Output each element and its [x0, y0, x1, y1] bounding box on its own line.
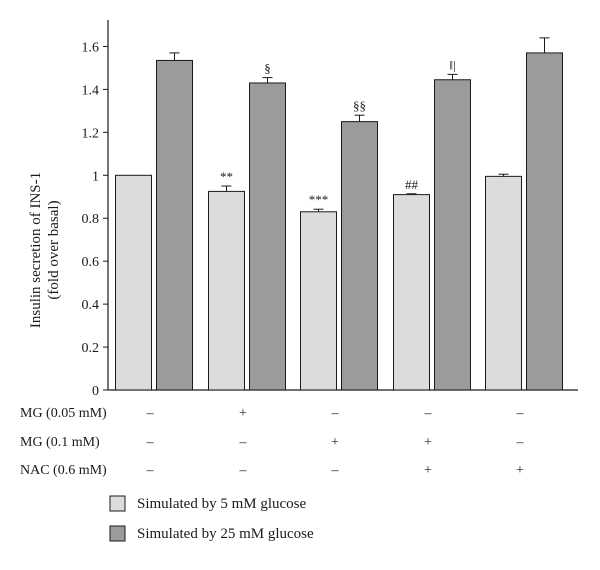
legend-label: Simulated by 5 mM glucose	[137, 496, 306, 512]
condition-cell: –	[516, 435, 525, 450]
y-tick-label: 0.8	[82, 212, 100, 227]
significance-label: ‖|	[449, 57, 455, 72]
significance-label: ***	[309, 192, 329, 207]
condition-cell: –	[516, 406, 525, 421]
condition-cell: +	[424, 435, 432, 450]
y-axis-label-line2: (fold over basal)	[46, 200, 62, 299]
bar	[300, 211, 337, 391]
y-tick-label: 0.4	[82, 298, 100, 313]
significance-label: **	[220, 169, 233, 184]
significance-label: §§	[353, 98, 366, 113]
legend: Simulated by 5 mM glucose Simulated by 25…	[109, 495, 314, 542]
y-tick-label: 1	[92, 169, 99, 184]
condition-cell: –	[146, 406, 155, 421]
bar	[485, 175, 522, 391]
annotations-layer: *****##§§§‖|	[220, 57, 456, 207]
bars-layer	[115, 37, 563, 391]
condition-row-label: MG (0.1 mM)	[20, 435, 100, 450]
bar	[249, 82, 286, 391]
condition-cell: –	[146, 435, 155, 450]
condition-cell: +	[424, 463, 432, 478]
y-tick-label: 0	[92, 384, 99, 399]
bar	[115, 174, 152, 391]
y-tick-label: 1.6	[82, 40, 100, 55]
legend-swatch	[109, 495, 126, 512]
y-tick-label: 0.6	[82, 255, 100, 270]
condition-cell: +	[239, 406, 247, 421]
bar	[341, 121, 378, 391]
condition-cell: –	[331, 463, 340, 478]
axes-layer: 0 0.2 0.4 0.6 0.8 1 1.2 1.4 1.6	[82, 20, 578, 399]
condition-cell: –	[239, 463, 248, 478]
condition-cell: –	[239, 435, 248, 450]
condition-cell: +	[331, 435, 339, 450]
legend-swatch	[109, 525, 126, 542]
y-tick-label: 0.2	[82, 341, 100, 356]
bar	[434, 79, 471, 391]
bar	[208, 190, 245, 391]
bar	[393, 194, 430, 391]
condition-cell: –	[424, 406, 433, 421]
condition-row-label: MG (0.05 mM)	[20, 406, 107, 421]
legend-label: Simulated by 25 mM glucose	[137, 526, 314, 542]
y-axis-label-line1: Insulin secretion of INS-1	[28, 172, 44, 328]
condition-cell: +	[516, 463, 524, 478]
condition-cell: –	[146, 463, 155, 478]
y-axis-label: Insulin secretion of INS-1 (fold over ba…	[28, 172, 62, 328]
significance-label: §	[264, 61, 271, 76]
condition-table: MG (0.05 mM) – + – – – MG (0.1 mM) – – + + – NAC (0.…	[20, 406, 525, 478]
condition-row-label: NAC (0.6 mM)	[20, 463, 107, 478]
bar	[156, 59, 193, 391]
y-tick-label: 1.2	[82, 126, 100, 141]
condition-cell: –	[331, 406, 340, 421]
significance-label: ##	[405, 177, 419, 192]
y-tick-label: 1.4	[82, 83, 100, 98]
bar	[526, 52, 563, 391]
